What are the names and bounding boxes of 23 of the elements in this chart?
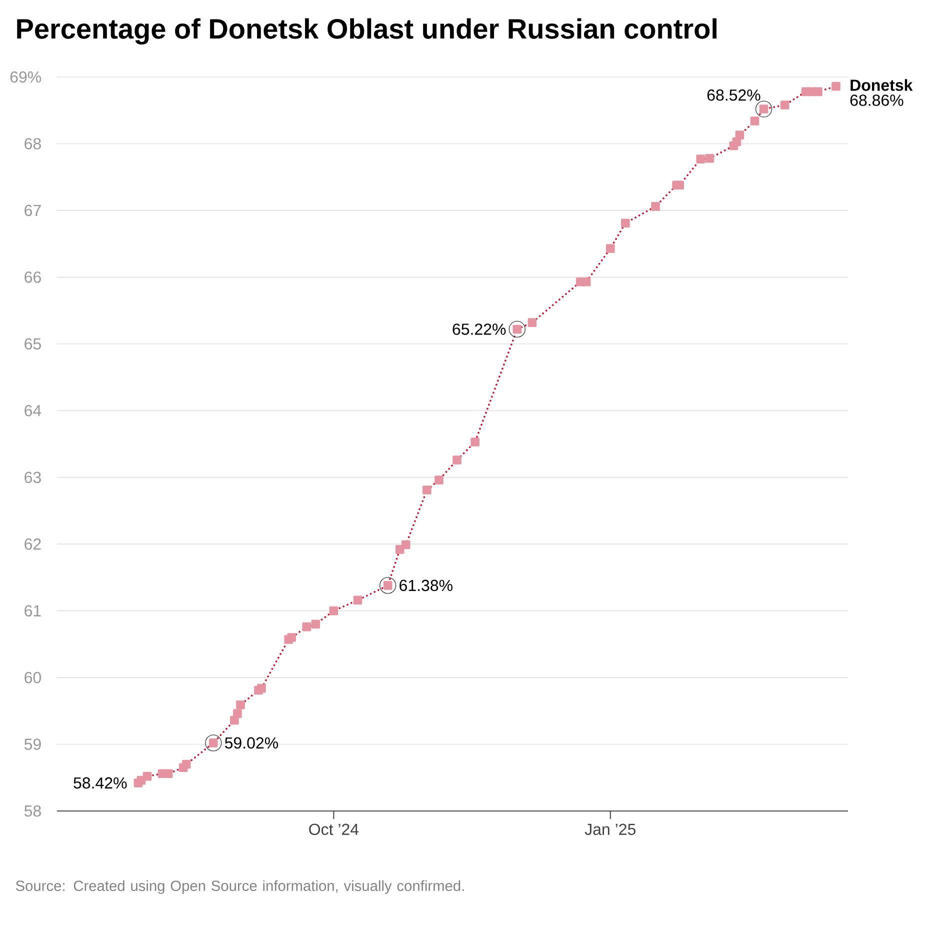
x-tick-label: Jan ’25 bbox=[584, 824, 636, 836]
chart-title: Percentage of Donetsk Oblast under Russian control bbox=[17, 18, 716, 44]
y-tick-label: 65 bbox=[24, 338, 41, 350]
y-tick-label: 62 bbox=[24, 538, 41, 550]
source-note: Source: Created using Open Source information, visually confirmed. bbox=[16, 880, 464, 894]
y-tick-label: 60 bbox=[24, 672, 41, 684]
data-label: 65.22% bbox=[452, 324, 506, 335]
y-tick-label: 66 bbox=[24, 272, 41, 283]
y-tick-label: 67 bbox=[24, 204, 41, 216]
y-tick-label: 61 bbox=[24, 605, 41, 616]
data-label: 59.02% bbox=[224, 737, 278, 749]
data-label: 68.86% bbox=[850, 94, 904, 106]
y-tick-label: 64 bbox=[24, 404, 42, 416]
series-label: Donetsk bbox=[850, 79, 913, 91]
y-tick-label: 68 bbox=[24, 138, 41, 150]
x-tick-label: Oct ’24 bbox=[309, 824, 359, 836]
data-label: 61.38% bbox=[400, 580, 452, 592]
data-label: 58.42% bbox=[74, 777, 127, 789]
y-tick-label: 58 bbox=[24, 805, 41, 817]
y-tick-label: 69% bbox=[10, 71, 42, 83]
y-tick-label: 63 bbox=[24, 472, 41, 484]
y-tick-label: 59 bbox=[24, 738, 41, 750]
data-label: 68.52% bbox=[707, 89, 760, 101]
